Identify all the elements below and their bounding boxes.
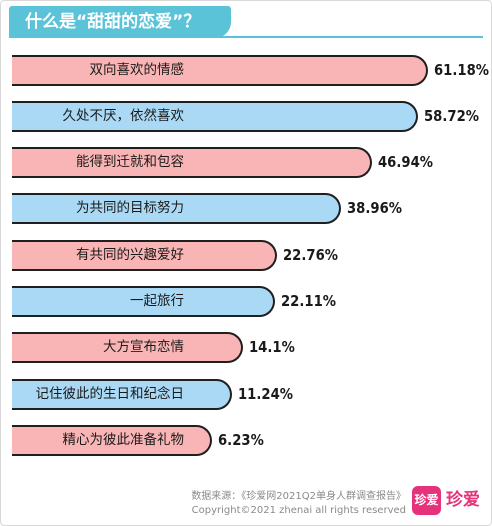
bar-label-6: 一起旅行 <box>130 293 184 309</box>
data-source: 数据来源：《珍爱网2021Q2单身人群调查报告》 <box>191 491 406 502</box>
title-underline <box>9 36 483 38</box>
bar-value-4: 38.96% <box>347 199 402 217</box>
bar-label-2: 久处不厌，依然喜欢 <box>62 108 185 124</box>
bar-4 <box>12 193 341 224</box>
bar-label-4: 为共同的目标努力 <box>76 200 184 216</box>
bar-2 <box>12 101 418 132</box>
bar-value-3: 46.94% <box>378 153 433 171</box>
bar-value-5: 22.76% <box>283 246 338 264</box>
bar-value-8: 11.24% <box>238 385 293 403</box>
bar-3 <box>12 147 372 178</box>
bar-label-7: 大方宣布恋情 <box>103 339 184 355</box>
bar-5 <box>12 240 277 271</box>
zhenai-logo-badge: 珍爱 <box>412 486 441 515</box>
bar-value-7: 14.1% <box>249 338 295 356</box>
bar-label-1: 双向喜欢的情感 <box>89 62 185 78</box>
bar-8 <box>12 379 232 410</box>
zhenai-logo-text: 珍爱 <box>446 490 480 510</box>
bar-value-9: 6.23% <box>218 431 264 449</box>
bar-label-9: 精心为彼此准备礼物 <box>62 432 185 448</box>
bar-9 <box>12 425 212 456</box>
bar-1 <box>12 55 428 86</box>
bar-label-5: 有共同的兴趣爱好 <box>76 247 184 263</box>
bar-label-8: 记住彼此的生日和纪念日 <box>35 386 185 402</box>
bar-label-3: 能得到迁就和包容 <box>76 154 184 170</box>
bar-6 <box>12 286 275 317</box>
bar-value-2: 58.72% <box>424 107 479 125</box>
chart-title: 什么是“甜甜的恋爱”？ <box>9 6 231 38</box>
bar-value-1: 61.18% <box>434 61 489 79</box>
bar-value-6: 22.11% <box>281 292 336 310</box>
copyright: Copyright©2021 zhenai all rights reserve… <box>191 505 406 516</box>
bar-7 <box>12 332 243 363</box>
